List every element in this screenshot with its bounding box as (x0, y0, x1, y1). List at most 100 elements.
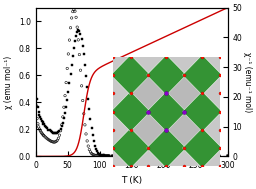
Point (39, 131, 43, 134)
Point (184, 154, 188, 157)
Point (82, 112, 86, 115)
Point (39, 118, 43, 121)
Point (56, 137, 60, 140)
Point (67, 82, 71, 85)
Point (152, 154, 156, 157)
Point (77, 29, 81, 33)
Point (54, 132, 58, 135)
Point (85, 139, 89, 143)
Point (193, 154, 197, 157)
Point (40, 121, 45, 124)
Point (110, 154, 114, 157)
Point (88, 150, 92, 153)
Point (160, 154, 164, 157)
Point (209, 154, 213, 157)
Point (70, 16, 74, 19)
Point (78, 69, 82, 72)
Point (65, 98, 69, 101)
Point (48, 139, 52, 142)
Point (42, 123, 46, 126)
Y-axis label: χ (emu mol⁻¹): χ (emu mol⁻¹) (4, 55, 13, 109)
Point (55, 139, 59, 142)
Point (38, 116, 42, 119)
Point (74, 34, 78, 37)
Point (102, 154, 106, 157)
Point (52, 141, 56, 144)
Point (69, 26, 73, 29)
Point (75, 31, 79, 34)
Point (63, 112, 67, 115)
Point (84, 74, 88, 77)
Point (87, 108, 91, 111)
Point (81, 44, 85, 47)
Point (85, 86, 89, 89)
Point (78, 32, 82, 35)
Point (81, 99, 85, 102)
Point (34, 77, 38, 80)
Polygon shape (183, 55, 222, 95)
Point (160, 154, 164, 157)
Point (86, 97, 90, 100)
Point (57, 134, 61, 137)
Point (53, 140, 57, 143)
Point (60, 123, 64, 126)
Point (94, 147, 98, 150)
Point (106, 154, 110, 157)
Point (105, 154, 109, 157)
Point (48, 129, 52, 132)
Polygon shape (111, 128, 150, 168)
Point (95, 154, 99, 157)
Point (51, 131, 55, 134)
Point (69, 73, 73, 76)
Point (93, 154, 97, 157)
Point (84, 132, 88, 136)
Point (64, 105, 68, 108)
Point (119, 154, 123, 157)
Point (102, 154, 106, 157)
Point (106, 154, 110, 157)
Point (34, 104, 38, 107)
Point (37, 110, 41, 113)
Point (40, 132, 44, 135)
Point (226, 154, 230, 157)
Point (97, 152, 101, 155)
Point (201, 154, 205, 157)
Point (74, 16, 78, 19)
Point (83, 123, 87, 126)
Point (49, 130, 53, 133)
Point (49, 139, 53, 143)
Point (45, 137, 49, 140)
Point (91, 134, 95, 137)
Point (59, 129, 63, 132)
Point (40, 133, 45, 136)
Point (91, 153, 95, 156)
Polygon shape (168, 113, 200, 146)
Point (96, 154, 100, 157)
Point (143, 154, 147, 157)
Point (66, 90, 70, 93)
Point (101, 154, 105, 157)
Point (101, 154, 105, 157)
Point (87, 148, 91, 151)
Point (44, 126, 48, 129)
Point (201, 154, 205, 157)
Point (37, 125, 41, 128)
Point (104, 154, 108, 157)
Polygon shape (147, 91, 186, 132)
Point (46, 128, 50, 131)
Polygon shape (168, 77, 200, 110)
Point (92, 140, 96, 143)
Point (93, 144, 97, 147)
Point (98, 154, 102, 157)
Point (119, 154, 123, 157)
Point (103, 154, 107, 157)
Point (94, 154, 98, 157)
Point (75, 26, 79, 29)
Point (42, 134, 46, 137)
Point (226, 154, 230, 157)
Point (37, 113, 41, 116)
Point (64, 81, 68, 84)
Point (36, 106, 40, 109)
Point (168, 154, 172, 157)
Polygon shape (132, 113, 165, 146)
